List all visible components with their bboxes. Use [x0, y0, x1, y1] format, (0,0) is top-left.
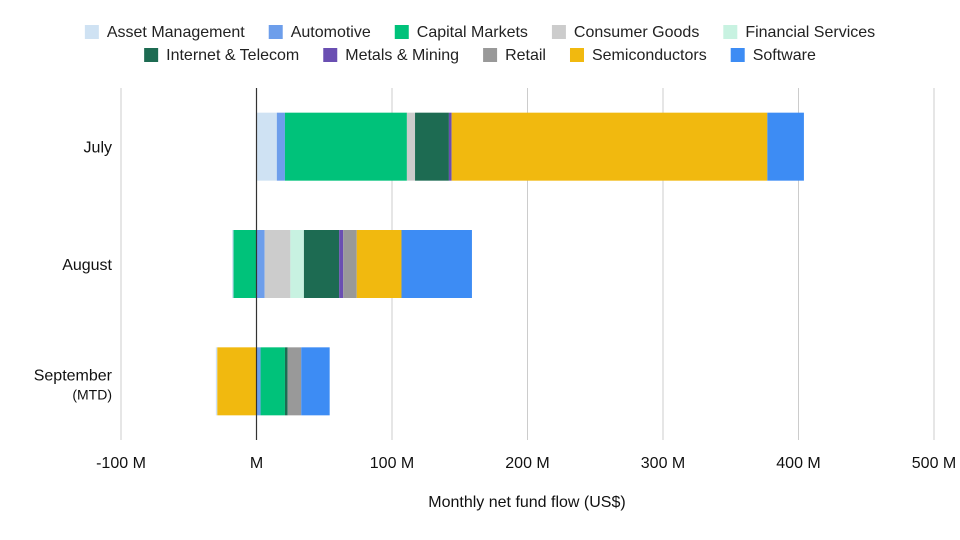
bar-september-semiconductors	[217, 347, 257, 416]
bar-july-semiconductors	[451, 112, 768, 181]
bar-september-retail	[287, 347, 302, 416]
legend-label-retail: Retail	[505, 47, 546, 64]
x-tick-label-100: 100 M	[370, 455, 414, 472]
legend-item-asset-management: Asset Management	[84, 24, 245, 41]
bar-july-asset-management	[256, 112, 277, 181]
legend-label-financial-services: Financial Services	[745, 24, 875, 41]
legend-item-software: Software	[730, 47, 816, 64]
legend-swatch-consumer-goods	[551, 25, 566, 39]
legend-swatch-capital-markets	[394, 25, 409, 39]
legend-item-financial-services: Financial Services	[723, 24, 875, 41]
x-tick-label-500: 500 M	[912, 455, 956, 472]
legend-swatch-internet-and-telecom	[144, 48, 159, 62]
legend-swatch-software	[730, 48, 745, 62]
legend-swatch-metals-and-mining	[323, 48, 338, 62]
bar-august-consumer-goods	[264, 230, 291, 298]
bar-august-financial-services	[290, 230, 304, 298]
x-tick-label-0: M	[250, 455, 263, 472]
bar-august-automotive	[256, 230, 265, 298]
bar-august-software	[401, 230, 472, 298]
legend-swatch-semiconductors	[569, 48, 584, 62]
bar-september-asset-management-negative	[215, 347, 218, 416]
legend-item-consumer-goods: Consumer Goods	[551, 24, 699, 41]
x-tick-label-neg100: -100 M	[96, 455, 146, 472]
legend-item-automotive: Automotive	[268, 24, 371, 41]
bar-august-capital-markets	[233, 230, 257, 298]
legend-swatch-asset-management	[84, 25, 99, 39]
bar-august-internet-and-telecom	[303, 230, 340, 298]
legend-swatch-retail	[483, 48, 498, 62]
x-tick-label-300: 300 M	[641, 455, 685, 472]
legend-label-asset-management: Asset Management	[107, 24, 245, 41]
bars	[215, 112, 804, 416]
category-label-july: July	[84, 140, 112, 157]
legend: Asset Management Automotive Capital Market…	[84, 24, 875, 64]
bar-july-capital-markets	[284, 112, 407, 181]
bar-august-semiconductors	[356, 230, 402, 298]
bar-july-metals-and-mining	[448, 112, 452, 181]
legend-label-capital-markets: Capital Markets	[417, 24, 528, 41]
bar-july-software	[767, 112, 804, 181]
legend-swatch-financial-services	[723, 25, 738, 39]
bar-september-automotive	[256, 347, 261, 416]
x-axis-title: Monthly net fund flow (US$)	[428, 494, 625, 511]
legend-label-metals-and-mining: Metals & Mining	[345, 47, 459, 64]
legend-swatch-automotive	[268, 25, 283, 39]
legend-label-consumer-goods: Consumer Goods	[574, 24, 699, 41]
x-tick-labels: -100 M M 100 M 200 M 300 M 400 M 500 M	[96, 455, 956, 472]
legend-item-capital-markets: Capital Markets	[394, 24, 528, 41]
bar-july-automotive	[276, 112, 285, 181]
bar-september-capital-markets	[260, 347, 285, 416]
bar-august-metals-and-mining	[339, 230, 344, 298]
x-tick-label-200: 200 M	[505, 455, 549, 472]
category-sublabel-september: (MTD)	[72, 386, 112, 402]
legend-label-internet-and-telecom: Internet & Telecom	[166, 47, 299, 64]
category-label-august: August	[62, 257, 112, 274]
legend-item-semiconductors: Semiconductors	[569, 47, 707, 64]
legend-item-internet-and-telecom: Internet & Telecom	[144, 47, 299, 64]
category-label-september: September	[34, 367, 113, 384]
bar-august-retail	[343, 230, 357, 298]
bar-august-asset-management-negative	[232, 230, 234, 298]
legend-item-metals-and-mining: Metals & Mining	[323, 47, 459, 64]
bar-july-internet-and-telecom	[415, 112, 449, 181]
legend-label-automotive: Automotive	[291, 24, 371, 41]
x-tick-label-400: 400 M	[776, 455, 820, 472]
legend-label-software: Software	[753, 47, 816, 64]
bar-september-internet-and-telecom	[284, 347, 288, 416]
legend-label-semiconductors: Semiconductors	[592, 47, 707, 64]
legend-item-retail: Retail	[483, 47, 546, 64]
bar-september-software	[301, 347, 330, 416]
bar-july-consumer-goods	[406, 112, 416, 181]
category-labels: July August September (MTD)	[34, 140, 113, 403]
